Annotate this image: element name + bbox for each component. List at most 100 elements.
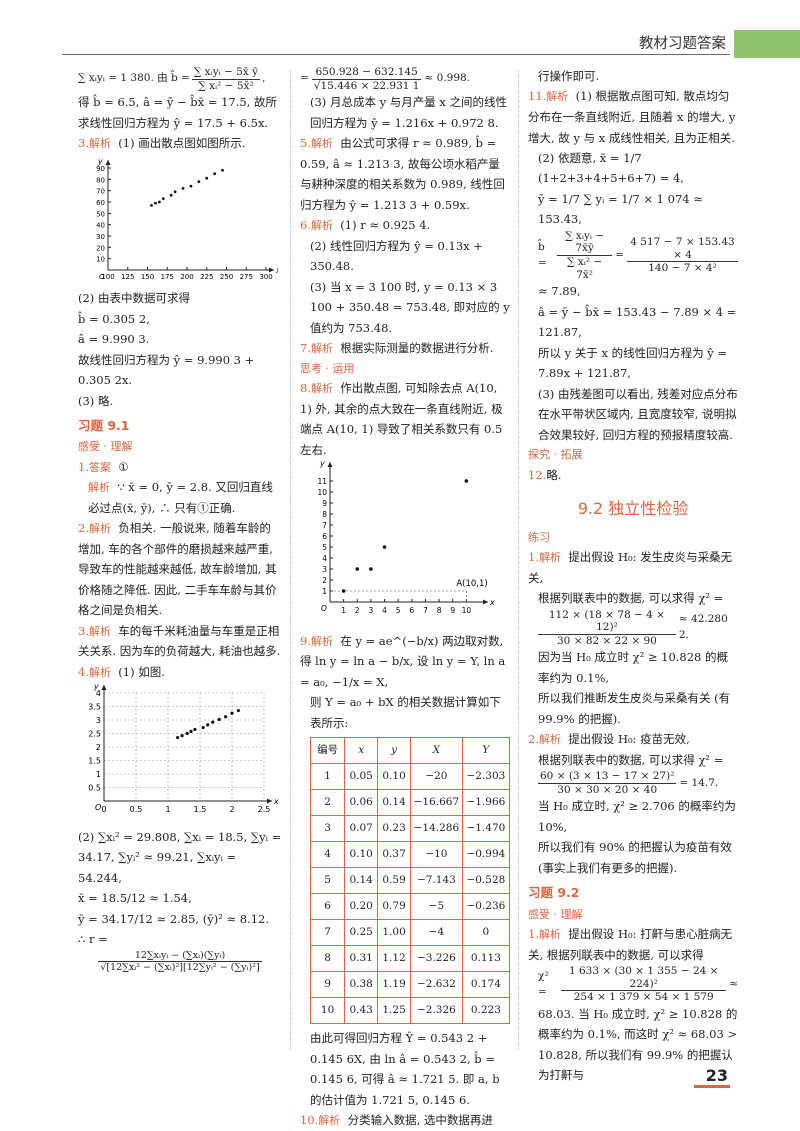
y-tick-label: 60 [96,199,105,207]
question-number: 6. [300,218,311,233]
text: (1) 根据散点图可知, 散点均匀分布在一条直线附近, 且随着 x 的增大, y… [528,89,736,145]
x-tick-label: 225 [200,273,213,281]
fraction: ∑ xᵢyᵢ − 7x̄ȳ ∑ xᵢ² − 7x̄² [557,230,613,281]
table-cell: 0.174 [461,971,511,999]
x-tick-label: 0 [101,805,106,814]
y-tick-label: 2.5 [88,729,101,738]
text: 因为当 H₀ 成立时 χ² ≥ 10.828 的概率约为 0.1%, [538,650,729,685]
y-tick-label: 7 [322,521,327,530]
table-cell: −1.470 [461,815,511,843]
text: 所以我们有 90% 的把握认为疫苗有效 (事实上我们有更多的把握). [538,840,732,875]
y-tick-label: 1 [322,587,327,596]
table-cell: 0.05 [344,763,379,791]
table-cell: 10 [309,997,346,1025]
y-axis-label: y [93,683,99,691]
y-tick-label: 2 [322,576,327,585]
x-axis-label: x [273,797,279,806]
fraction-numerator: 60 × (3 × 13 − 17 × 27)² [538,770,677,784]
fraction-denominator: ∑ xᵢ² − 7x̄² [567,256,603,281]
table-cell: 0.20 [344,893,379,921]
fraction-denominator: 254 × 1 379 × 54 × 1 579 [573,991,714,1004]
subsection-heading: 思考 · 运用 [300,361,355,375]
table-row: 5 0.14 0.59 −7.143 −0.528 [309,867,511,895]
x-tick-label: 150 [141,273,154,281]
answer-label: 解析 [538,551,561,565]
text: (3) 当 x = 3 100 时, y = 0.13 × 3 100 + 35… [310,279,510,335]
fraction: 12∑xᵢyᵢ − (∑xᵢ)(∑yᵢ) √[12∑xᵢ² − (∑xᵢ)²][… [98,950,262,974]
x-tick-label: 200 [180,273,193,281]
data-point [185,731,189,735]
x-axis-arrow [267,798,272,804]
text: 提出假设 H₀: 疫苗无效, [568,732,690,747]
x-tick-label: 0.5 [130,805,143,814]
table-cell: 0.43 [344,997,379,1025]
x-tick-label: 1.5 [194,805,207,814]
text: ȳ = 1/7 ∑ yᵢ = 1/7 × 1 074 ≈ 153.43, [538,191,703,227]
text: (1) 如图. [118,664,165,679]
table-cell: 0.23 [377,815,412,843]
subsection-heading: 感受 · 理解 [528,907,583,921]
table-cell: −5 [410,893,463,921]
column-right: 行操作即可. 11.解析 (1) 根据散点图可知, 散点均匀分布在一条直线附近,… [528,66,738,1086]
origin-label: O [99,273,105,281]
table-cell: 0.31 [344,945,379,973]
table-body: 1 0.05 0.10 −20 −2.303 2 0.06 0.14 −16.667 −1.966… [309,763,511,1025]
fraction: 4 517 − 7 × 153.43 × 4 140 − 7 × 4² [627,236,738,275]
x-tick-label: 9 [450,606,455,615]
answer: ① [118,459,129,474]
x-axis-label: x [489,598,495,607]
table-row: 9 0.38 1.19 −2.632 0.174 [309,971,511,999]
subsection-heading: 练习 [528,530,550,544]
y-tick-label: 6 [322,532,327,541]
data-point [150,203,153,207]
text: 略. [546,467,562,482]
section-title: 9.2 独立性检验 [577,499,689,519]
table-cell: −4 [410,919,463,947]
question-number: 10. [300,1112,319,1127]
y-axis-label: y [319,460,325,468]
fraction-denominator: √[12∑xᵢ² − (∑xᵢ)²][12∑yᵢ² − (∑yᵢ)²] [100,962,260,974]
table-cell: −20 [410,763,463,791]
text: 根据列联表中的数据, 可以求得 χ² = [538,752,724,767]
text: = [615,248,625,261]
text: b̂ = [538,240,547,269]
table-cell: 0 [461,919,511,947]
question-number: 2. [78,521,89,536]
text: 故线性回归方程为 ŷ = 9.990 3 + 0.305 2x. [78,352,255,388]
header-tab [734,30,800,58]
column-left: ∑ xᵢyᵢ = 1 380. 由 b̂ = ∑ xᵢyᵢ − 5x̄ ȳ ∑ … [78,66,282,974]
table-cell: 0.07 [344,815,379,843]
table-row: 3 0.07 0.23 −14.286 −1.470 [309,815,511,843]
table-cell: −2.632 [410,971,463,999]
paragraph: 得 b̂ = 6.5, â = ȳ − b̂x̄ = 17.5, 故所求线性回归… [78,95,278,130]
table-cell: 1.25 [377,997,412,1025]
data-point [157,200,161,204]
text: 车的每千米耗油量与车重是正相关关系. 因为车的负荷越大, 耗油也越多. [78,623,281,659]
answer-label: 解析 [88,522,111,536]
fraction: 650.928 − 632.145 √15.446 × 22.931 1 [311,66,422,92]
table-cell: 0.79 [377,893,412,921]
data-point [217,717,221,721]
text: ≈ 42.280 2. [678,613,728,641]
table-cell: −0.236 [461,893,511,921]
fraction: 60 × (3 × 13 − 17 × 27)² 30 × 30 × 20 × … [538,770,677,796]
table-cell: 2 [309,789,346,817]
data-point [197,179,201,183]
table-cell: −14.286 [410,815,463,843]
data-point [206,722,210,726]
table-row: 4 0.10 0.37 −10 −0.994 [309,841,511,869]
question-number: 3. [78,136,89,151]
y-tick-label: 90 [96,165,105,173]
fraction-numerator: 12∑xᵢyᵢ − (∑xᵢ)(∑yᵢ) [98,950,262,963]
answer-label: 解析 [310,342,333,356]
table-cell: −16.667 [410,789,463,817]
table-cell: 1 [309,763,346,791]
formula-line: χ² = 1 633 × (30 × 1 355 − 24 × 224)² 25… [528,965,738,1004]
subsection-heading: 感受 · 理解 [78,440,133,454]
text: 68.03. 当 H₀ 成立时, χ² ≥ 10.828 的概率约为 0.1%,… [538,1007,738,1083]
x-tick-label: 125 [121,273,134,281]
data-point [176,735,180,739]
y-tick-label: 20 [96,244,105,252]
table-cell: 0.59 [377,867,412,895]
text: 负相关. 一般说来, 随着车龄的增加, 车的各个部件的磨损越来越严重, 导致车的… [78,521,277,618]
